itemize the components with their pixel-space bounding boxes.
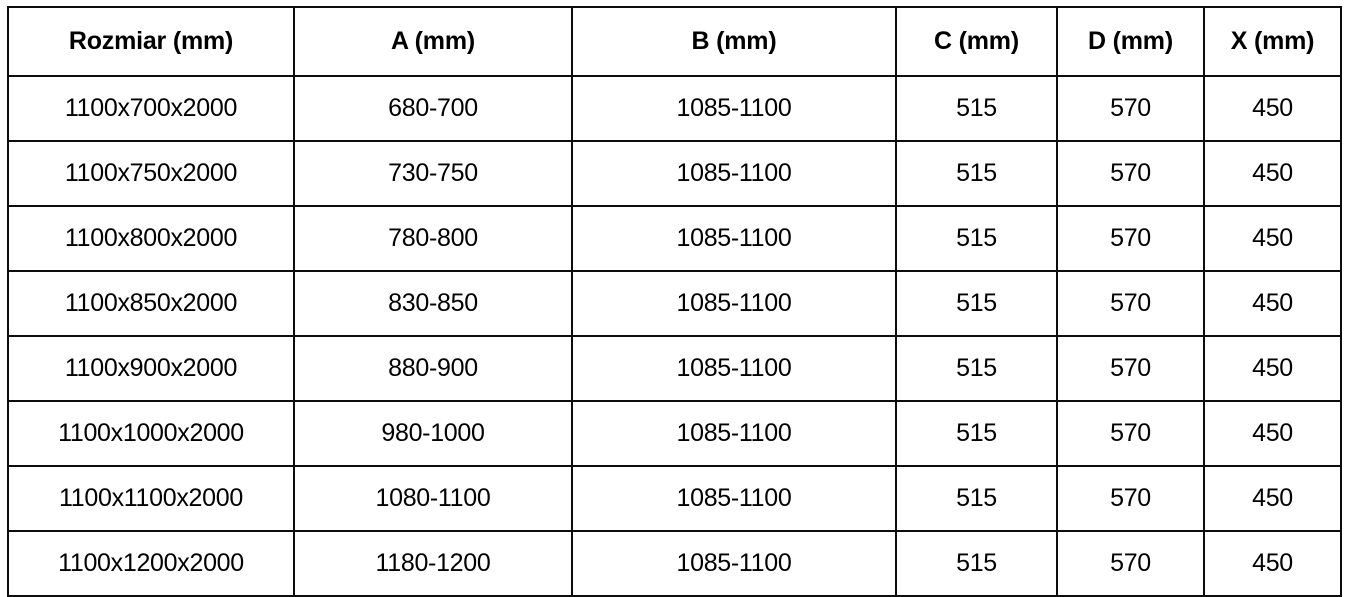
cell-a: 1180-1200 — [293, 530, 573, 597]
cell-a: 1080-1100 — [293, 465, 573, 532]
cell-b: 1085-1100 — [571, 530, 897, 597]
cell-b: 1085-1100 — [571, 335, 897, 402]
table-row: 1100x1000x2000 980-1000 1085-1100 515 57… — [7, 400, 1342, 467]
table-row: 1100x850x2000 830-850 1085-1100 515 570 … — [7, 270, 1342, 337]
table-row: 1100x700x2000 680-700 1085-1100 515 570 … — [7, 75, 1342, 142]
cell-x: 450 — [1203, 270, 1342, 337]
cell-d: 570 — [1056, 465, 1205, 532]
cell-a: 730-750 — [293, 140, 573, 207]
cell-c: 515 — [895, 335, 1058, 402]
cell-c: 515 — [895, 140, 1058, 207]
cell-size: 1100x800x2000 — [7, 205, 295, 272]
cell-c: 515 — [895, 270, 1058, 337]
table-row: 1100x1200x2000 1180-1200 1085-1100 515 5… — [7, 530, 1342, 597]
specification-table: Rozmiar (mm) A (mm) B (mm) C (mm) D (mm)… — [7, 6, 1342, 597]
cell-size: 1100x850x2000 — [7, 270, 295, 337]
cell-d: 570 — [1056, 400, 1205, 467]
table-row: 1100x900x2000 880-900 1085-1100 515 570 … — [7, 335, 1342, 402]
table-row: 1100x750x2000 730-750 1085-1100 515 570 … — [7, 140, 1342, 207]
cell-d: 570 — [1056, 270, 1205, 337]
cell-b: 1085-1100 — [571, 140, 897, 207]
cell-size: 1100x900x2000 — [7, 335, 295, 402]
specification-table-container: Rozmiar (mm) A (mm) B (mm) C (mm) D (mm)… — [7, 6, 1342, 597]
cell-b: 1085-1100 — [571, 400, 897, 467]
cell-c: 515 — [895, 400, 1058, 467]
cell-size: 1100x1100x2000 — [7, 465, 295, 532]
cell-c: 515 — [895, 75, 1058, 142]
cell-b: 1085-1100 — [571, 75, 897, 142]
cell-d: 570 — [1056, 530, 1205, 597]
cell-size: 1100x700x2000 — [7, 75, 295, 142]
cell-b: 1085-1100 — [571, 205, 897, 272]
table-row: 1100x1100x2000 1080-1100 1085-1100 515 5… — [7, 465, 1342, 532]
cell-c: 515 — [895, 205, 1058, 272]
cell-a: 680-700 — [293, 75, 573, 142]
cell-a: 830-850 — [293, 270, 573, 337]
table-header-row: Rozmiar (mm) A (mm) B (mm) C (mm) D (mm)… — [7, 6, 1342, 77]
cell-a: 880-900 — [293, 335, 573, 402]
cell-d: 570 — [1056, 205, 1205, 272]
column-header-size: Rozmiar (mm) — [7, 6, 295, 77]
cell-x: 450 — [1203, 465, 1342, 532]
cell-d: 570 — [1056, 140, 1205, 207]
cell-c: 515 — [895, 530, 1058, 597]
column-header-c: C (mm) — [895, 6, 1058, 77]
column-header-d: D (mm) — [1056, 6, 1205, 77]
column-header-a: A (mm) — [293, 6, 573, 77]
cell-a: 980-1000 — [293, 400, 573, 467]
table-header: Rozmiar (mm) A (mm) B (mm) C (mm) D (mm)… — [7, 6, 1342, 77]
column-header-x: X (mm) — [1203, 6, 1342, 77]
cell-c: 515 — [895, 465, 1058, 532]
cell-b: 1085-1100 — [571, 270, 897, 337]
cell-x: 450 — [1203, 205, 1342, 272]
cell-size: 1100x750x2000 — [7, 140, 295, 207]
cell-b: 1085-1100 — [571, 465, 897, 532]
cell-size: 1100x1200x2000 — [7, 530, 295, 597]
cell-a: 780-800 — [293, 205, 573, 272]
cell-d: 570 — [1056, 335, 1205, 402]
cell-x: 450 — [1203, 140, 1342, 207]
cell-d: 570 — [1056, 75, 1205, 142]
table-body: 1100x700x2000 680-700 1085-1100 515 570 … — [7, 75, 1342, 597]
column-header-b: B (mm) — [571, 6, 897, 77]
cell-x: 450 — [1203, 400, 1342, 467]
cell-x: 450 — [1203, 530, 1342, 597]
cell-x: 450 — [1203, 75, 1342, 142]
cell-x: 450 — [1203, 335, 1342, 402]
table-row: 1100x800x2000 780-800 1085-1100 515 570 … — [7, 205, 1342, 272]
cell-size: 1100x1000x2000 — [7, 400, 295, 467]
